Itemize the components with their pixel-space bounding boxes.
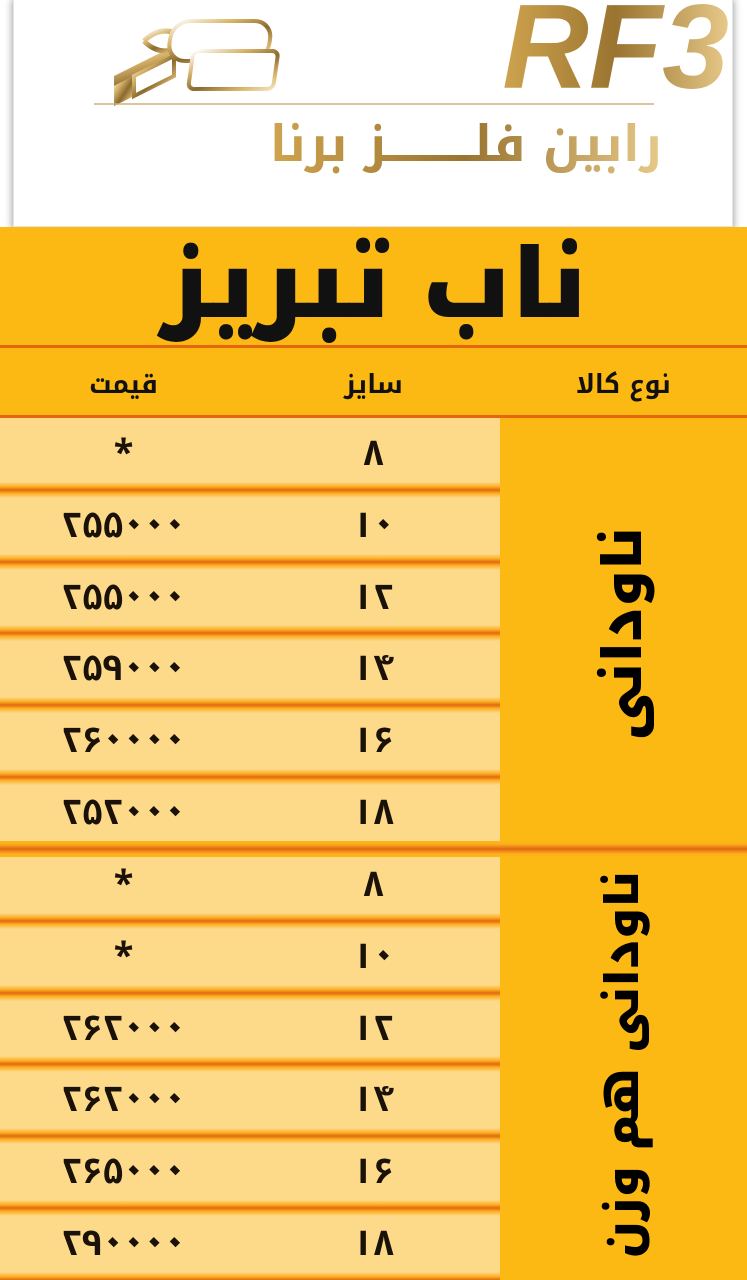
- svg-text:رابین فلــــــــــز برنا: رابین فلــــــــــز برنا: [270, 97, 662, 192]
